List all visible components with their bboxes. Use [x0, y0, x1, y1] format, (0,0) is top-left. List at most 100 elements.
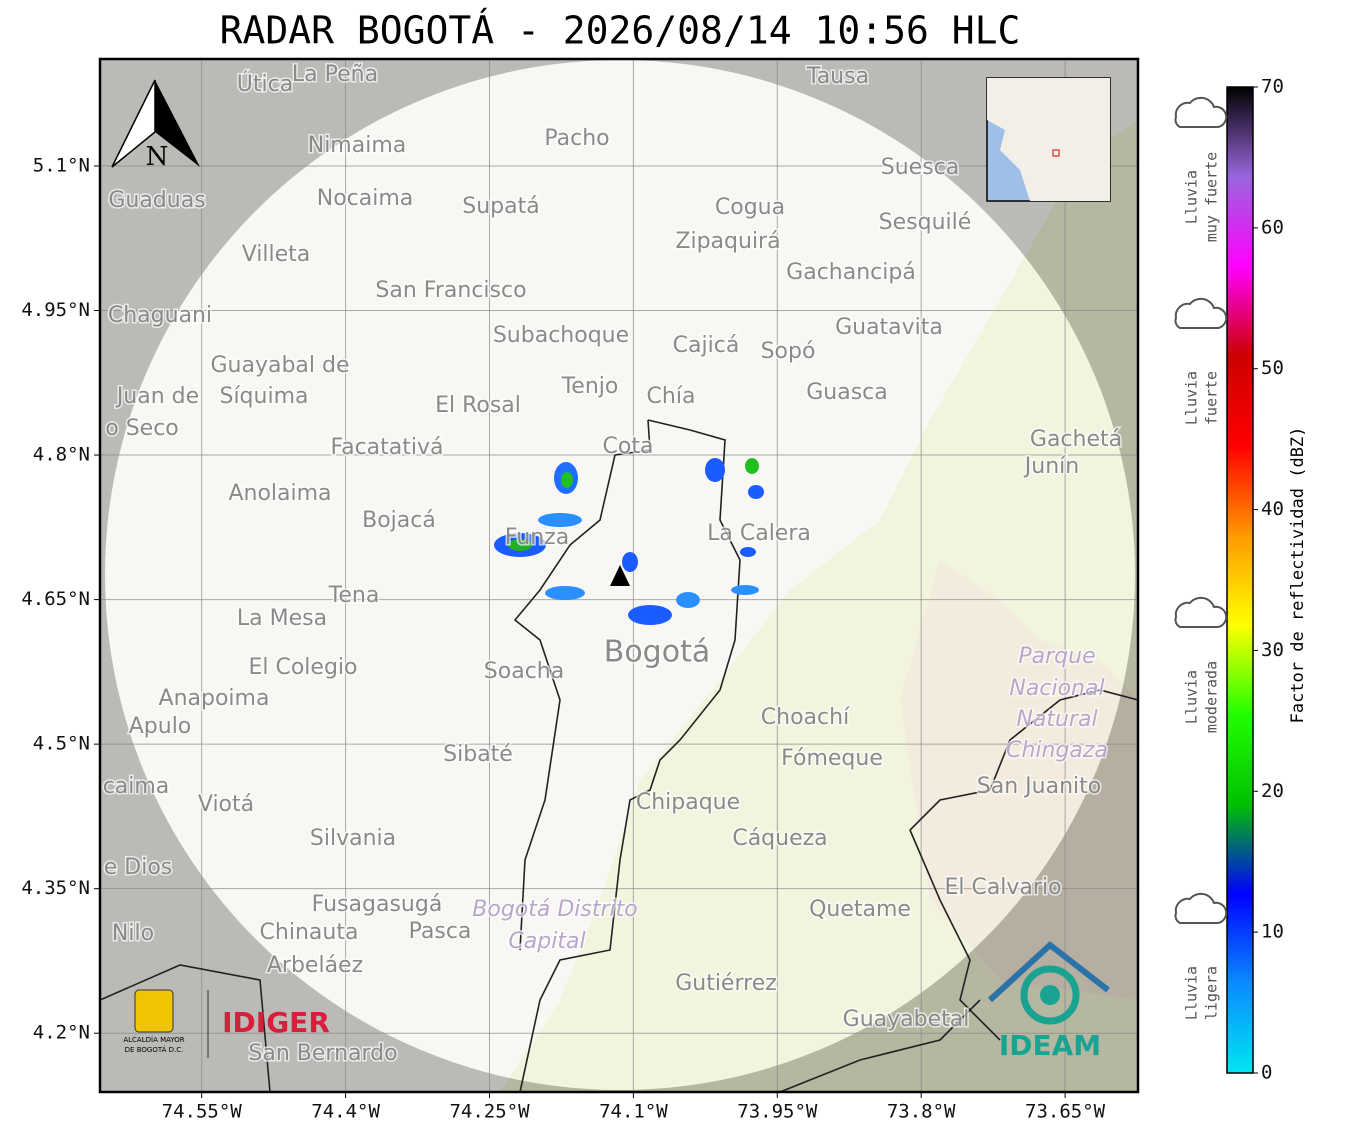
place-label: Síquima: [219, 384, 308, 409]
x-tick-label: 73.65°W: [1025, 1101, 1106, 1123]
place-label: caima: [103, 774, 170, 799]
place-label: Funza: [505, 525, 569, 550]
place-label: Cota: [603, 434, 654, 459]
place-label: Chipaque: [636, 790, 740, 815]
x-tick-label: 74.4°W: [311, 1101, 380, 1123]
place-label: Villeta: [242, 242, 311, 267]
title: RADAR BOGOTÁ - 2026/08/14 10:56 HLC: [220, 9, 1021, 53]
idiger-logo: IDIGER: [222, 1006, 330, 1039]
place-label: El Calvario: [944, 875, 1061, 900]
place-label: Bogotá Distrito: [472, 897, 637, 922]
place-label: Guatavita: [835, 315, 943, 340]
colorbar: 0 10 20 30 40 50 60 70 Factor de reflectividad (…: [1174, 76, 1308, 1084]
place-label: Quetame: [809, 897, 911, 922]
place-label: Gachetá: [1030, 427, 1122, 452]
place-label: Pacho: [544, 126, 609, 151]
place-label: Nilo: [112, 921, 154, 946]
place-label: Juan de: [115, 384, 199, 409]
place-label: Chinauta: [260, 920, 359, 945]
place-label: Gachancipá: [786, 260, 916, 285]
colorbar-scale: [1226, 86, 1254, 1074]
place-label: Tenjo: [561, 374, 619, 399]
grid: [100, 59, 1138, 1092]
rain-class-label: fuerte: [1203, 371, 1221, 425]
place-label: San Juanito: [977, 774, 1101, 799]
x-tick-label: 74.25°W: [449, 1101, 530, 1123]
place-label: Sopó: [761, 339, 816, 364]
colorbar-tick-label: 50: [1261, 357, 1284, 379]
rain-class-label: Lluvia: [1183, 966, 1201, 1020]
place-label: Chingaza: [1006, 738, 1108, 763]
map-frame: [98, 57, 1140, 1094]
place-label: Facatativá: [330, 435, 443, 460]
place-label: Bogotá: [604, 635, 710, 670]
place-label: Útica: [237, 71, 293, 97]
place-label: Sibaté: [443, 742, 513, 767]
place-label: Fómeque: [781, 746, 883, 771]
y-tick-label: 5.1°N: [33, 154, 90, 176]
inset-map: [986, 77, 1111, 202]
alcaldia-line: ALCALDÍA MAYOR: [123, 1035, 184, 1044]
place-label: Apulo: [129, 714, 192, 739]
radar-echoes: [494, 458, 764, 625]
place-label: El Rosal: [435, 393, 521, 418]
place-label: Cogua: [715, 195, 785, 220]
colorbar-tick-label: 40: [1261, 498, 1284, 520]
rain-class-label: Lluvia: [1183, 170, 1201, 224]
place-label: Anapoima: [159, 686, 270, 711]
place-label: Natural: [1016, 707, 1097, 732]
place-label: Pasca: [409, 919, 472, 944]
y-tick-label: 4.5°N: [33, 733, 90, 755]
weather-icon: [1174, 297, 1228, 329]
place-label: Chía: [647, 384, 696, 409]
colorbar-tick-label: 60: [1261, 216, 1284, 238]
place-label: Viotá: [198, 792, 254, 817]
alcaldia-line: DE BOGOTÁ D.C.: [125, 1045, 184, 1054]
park-area: [900, 560, 1138, 1000]
place-label: Junín: [1023, 454, 1079, 479]
colorbar-tick-label: 0: [1261, 1062, 1272, 1084]
y-tick-label: 4.65°N: [21, 588, 90, 610]
x-tick-label: 73.95°W: [737, 1101, 818, 1123]
rain-class-label: moderada: [1203, 661, 1221, 733]
colorbar-label: Factor de reflectividad (dBZ): [1288, 427, 1308, 724]
x-tick-label: 73.8°W: [887, 1101, 956, 1123]
logo-alcaldia: ALCALDÍA MAYOR DE BOGOTÁ D.C. IDIGER: [123, 989, 330, 1058]
place-label: Gutiérrez: [675, 971, 777, 996]
place-label: Guayabetal: [843, 1007, 970, 1032]
place-label: Cajicá: [673, 333, 740, 358]
place-label: Subachoque: [493, 323, 629, 348]
place-label: Suesca: [881, 155, 959, 180]
place-label: Nocaima: [317, 186, 414, 211]
y-tick-label: 4.95°N: [21, 299, 90, 321]
place-label: Zipaquirá: [675, 229, 780, 254]
y-tick-label: 4.2°N: [33, 1022, 90, 1044]
place-label: Supatá: [462, 194, 539, 219]
place-label: La Calera: [707, 521, 811, 546]
ideam-logo: IDEAM: [999, 1029, 1101, 1062]
place-label: o Seco: [105, 416, 179, 441]
rain-class-label: Lluvia: [1183, 371, 1201, 425]
place-label: Arbeláez: [267, 953, 363, 978]
place-label: San Bernardo: [248, 1041, 397, 1066]
place-label: Bojacá: [362, 508, 436, 533]
rain-class-label: ligera: [1203, 966, 1221, 1020]
x-tick-label: 74.1°W: [599, 1101, 668, 1123]
place-label: Nacional: [1009, 676, 1104, 701]
place-label: Capital: [508, 929, 585, 954]
place-label: Anolaima: [228, 481, 331, 506]
radar-site: [610, 565, 630, 586]
north-arrow: N: [111, 79, 200, 172]
place-label: Tena: [328, 583, 380, 608]
y-tick-label: 4.8°N: [33, 444, 90, 466]
weather-icon: [1174, 96, 1228, 128]
place-label: Guasca: [806, 380, 888, 405]
place-label: El Colegio: [248, 655, 357, 680]
place-label: La Peña: [292, 62, 378, 87]
place-label: Fusagasugá: [312, 892, 443, 917]
rain-class-label: Lluvia: [1183, 670, 1201, 724]
rain-class-label: muy fuerte: [1203, 152, 1221, 242]
